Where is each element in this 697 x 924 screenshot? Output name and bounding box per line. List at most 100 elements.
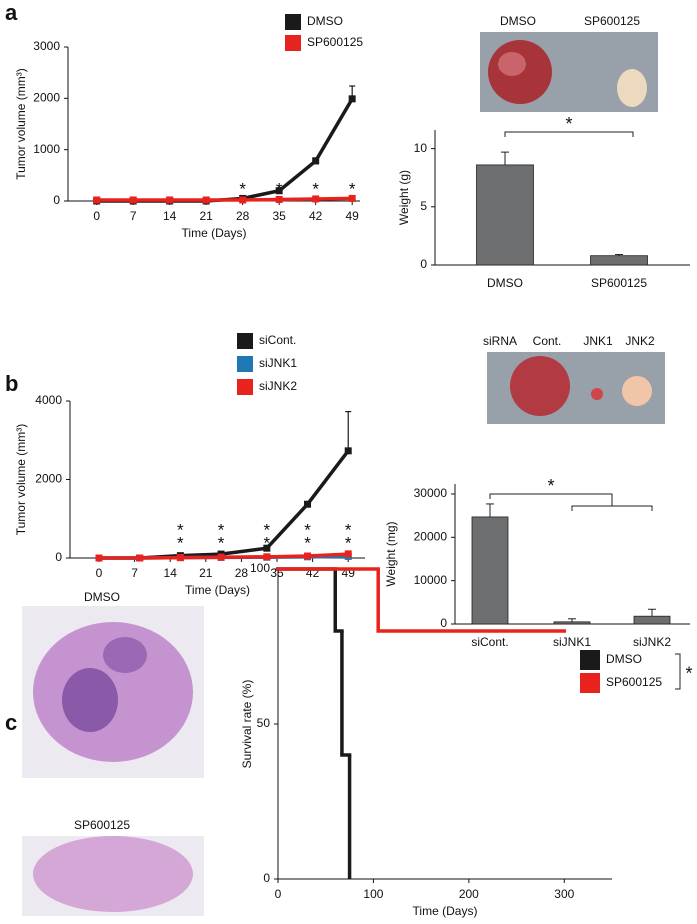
y-tick-label: 0 — [440, 616, 447, 630]
legend-label: SP600125 — [307, 35, 363, 49]
bracket — [504, 131, 634, 137]
tumor — [510, 356, 570, 416]
legend-swatch — [580, 650, 600, 670]
significance: * — [264, 520, 271, 539]
y-tick-label: 0 — [263, 871, 270, 885]
bar — [633, 615, 671, 625]
photo-label: SP600125 — [584, 14, 640, 28]
significance: * — [177, 520, 184, 539]
y-tick-label: 2000 — [33, 91, 60, 105]
marker — [136, 554, 144, 562]
legend-swatch — [237, 333, 253, 349]
x-axis-label: Time (Days) — [413, 904, 478, 918]
x-tick-label: siJNK2 — [633, 635, 671, 649]
marker — [263, 544, 271, 552]
x-tick-label: 7 — [131, 566, 138, 580]
legend-swatch — [580, 673, 600, 693]
marker — [129, 196, 137, 204]
significance: * — [239, 179, 246, 198]
x-tick-label: 300 — [554, 887, 574, 901]
y-tick-label: 1000 — [33, 142, 60, 156]
marker — [304, 552, 312, 560]
significance: * — [345, 520, 352, 539]
y-tick-label: 30000 — [414, 486, 448, 500]
y-tick-label: 4000 — [35, 393, 62, 407]
significance: * — [547, 476, 554, 496]
legend-label: DMSO — [307, 14, 343, 28]
y-tick-label: 0 — [53, 193, 60, 207]
legend-label: siJNK1 — [259, 356, 297, 370]
bar — [590, 255, 648, 266]
marker — [176, 554, 184, 562]
series-line — [96, 196, 353, 202]
legend-swatch — [285, 14, 301, 30]
y-tick-label: 3000 — [33, 39, 60, 53]
y-tick-label: 20000 — [414, 529, 448, 543]
photo-label: JNK1 — [583, 334, 613, 348]
x-axis-label: Time (Days) — [182, 226, 247, 240]
tumor — [591, 388, 603, 400]
significance: * — [218, 520, 225, 539]
x-tick-label: 49 — [345, 209, 359, 223]
marker — [312, 195, 320, 203]
y-tick-label: 5 — [420, 199, 427, 213]
significance: * — [345, 533, 352, 552]
y-tick-label: 50 — [257, 716, 271, 730]
legend-swatch — [237, 356, 253, 372]
y-tick-label: 2000 — [35, 472, 62, 486]
marker — [263, 553, 271, 561]
marker — [348, 194, 356, 202]
x-tick-label: 28 — [235, 566, 249, 580]
marker — [344, 550, 352, 558]
x-tick-label: 200 — [459, 887, 479, 901]
x-tick-label: 0 — [96, 566, 103, 580]
panel-label: c — [5, 710, 17, 735]
marker — [348, 95, 356, 103]
x-tick-label: siCont. — [471, 635, 508, 649]
photo-label: siRNA — [483, 334, 517, 348]
y-tick-label: 0 — [420, 257, 427, 271]
legend-bracket — [675, 653, 681, 690]
x-tick-label: 14 — [164, 566, 178, 580]
legend-label: siJNK2 — [259, 379, 297, 393]
marker — [202, 196, 210, 204]
bracket — [489, 493, 653, 511]
photo-label: DMSO — [500, 14, 536, 28]
marker — [344, 447, 352, 455]
marker — [95, 554, 103, 562]
marker — [275, 187, 283, 195]
marker — [239, 196, 247, 204]
marker — [217, 553, 225, 561]
x-tick-label: 14 — [163, 209, 177, 223]
x-tick-label: 35 — [272, 209, 286, 223]
y-axis-label: Tumor volume (mm³) — [14, 424, 28, 536]
significance: * — [565, 114, 572, 134]
brain-section — [62, 668, 118, 732]
significance: * — [304, 533, 311, 552]
bar — [476, 164, 534, 266]
photo-label: DMSO — [84, 590, 120, 604]
y-axis-label: Survival rate (%) — [240, 680, 254, 769]
y-tick-label: 10000 — [414, 573, 448, 587]
marker — [312, 157, 320, 165]
legend-label: DMSO — [606, 652, 642, 666]
significance: * — [685, 663, 692, 683]
photo-label: SP600125 — [74, 818, 130, 832]
x-axis-label: Time (Days) — [185, 583, 250, 597]
bar — [471, 516, 509, 625]
brain-section — [33, 836, 193, 912]
marker — [304, 500, 312, 508]
marker — [275, 195, 283, 203]
x-tick-label: 7 — [130, 209, 137, 223]
significance: * — [177, 533, 184, 552]
significance: * — [349, 179, 356, 198]
significance: * — [276, 179, 283, 198]
brain-section — [103, 637, 147, 673]
x-tick-label: 21 — [199, 566, 213, 580]
x-tick-label: 100 — [363, 887, 383, 901]
marker — [166, 196, 174, 204]
photo-label: JNK2 — [625, 334, 655, 348]
y-tick-label: 100 — [250, 561, 270, 575]
y-axis-label: Tumor volume (mm³) — [14, 68, 28, 180]
